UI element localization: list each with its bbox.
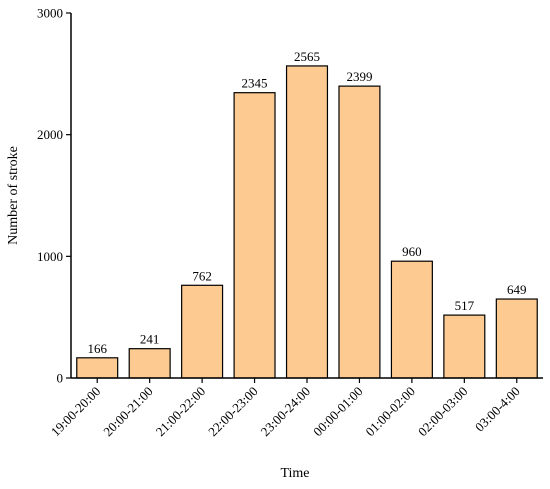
x-tick-label-6: 01:00-02:00 [362,384,418,440]
data-label-7: 517 [455,298,475,313]
x-tick-label-2: 21:00-22:00 [153,384,209,440]
y-tick-label-0: 0 [57,371,64,386]
bars-group [76,65,538,379]
bar-1 [128,348,171,379]
bar-2 [181,284,224,379]
y-tick-label-2: 2000 [37,127,63,142]
x-ticks-group: 19:00-20:0020:00-21:0021:00-22:0022:00-2… [48,378,523,439]
data-label-5: 2399 [346,69,372,84]
y-tick-label-1: 1000 [37,249,63,264]
bar-7 [443,314,486,379]
data-label-8: 649 [507,282,527,297]
bar-8 [495,298,538,379]
data-label-2: 762 [192,268,212,283]
bar-5 [338,85,381,379]
x-tick-label-4: 23:00-24:00 [258,384,314,440]
y-ticks-group: 0 1000 2000 3000 [37,6,71,386]
data-label-0: 166 [87,341,107,356]
x-tick-label-8: 03:00-4:00 [472,384,523,435]
x-tick-label-7: 02:00-03:00 [415,384,471,440]
x-tick-label-0: 19:00-20:00 [48,384,104,440]
x-tick-label-1: 20:00-21:00 [100,384,156,440]
data-label-6: 960 [402,244,422,259]
x-axis-title: Time [280,466,309,481]
x-tick-label-3: 22:00-23:00 [205,384,261,440]
data-label-4: 2565 [294,49,320,64]
data-labels-group: 166 241 762 2345 2565 2399 960 517 649 [87,49,526,356]
y-axis-title: Number of stroke [6,146,21,245]
bar-3 [233,92,276,379]
bar-6 [390,260,433,379]
data-label-3: 2345 [242,76,268,91]
bar-0 [76,357,119,379]
y-tick-label-3: 3000 [37,6,63,21]
data-label-1: 241 [140,332,160,347]
x-tick-label-5: 00:00-01:00 [310,384,366,440]
bar-4 [285,65,329,379]
